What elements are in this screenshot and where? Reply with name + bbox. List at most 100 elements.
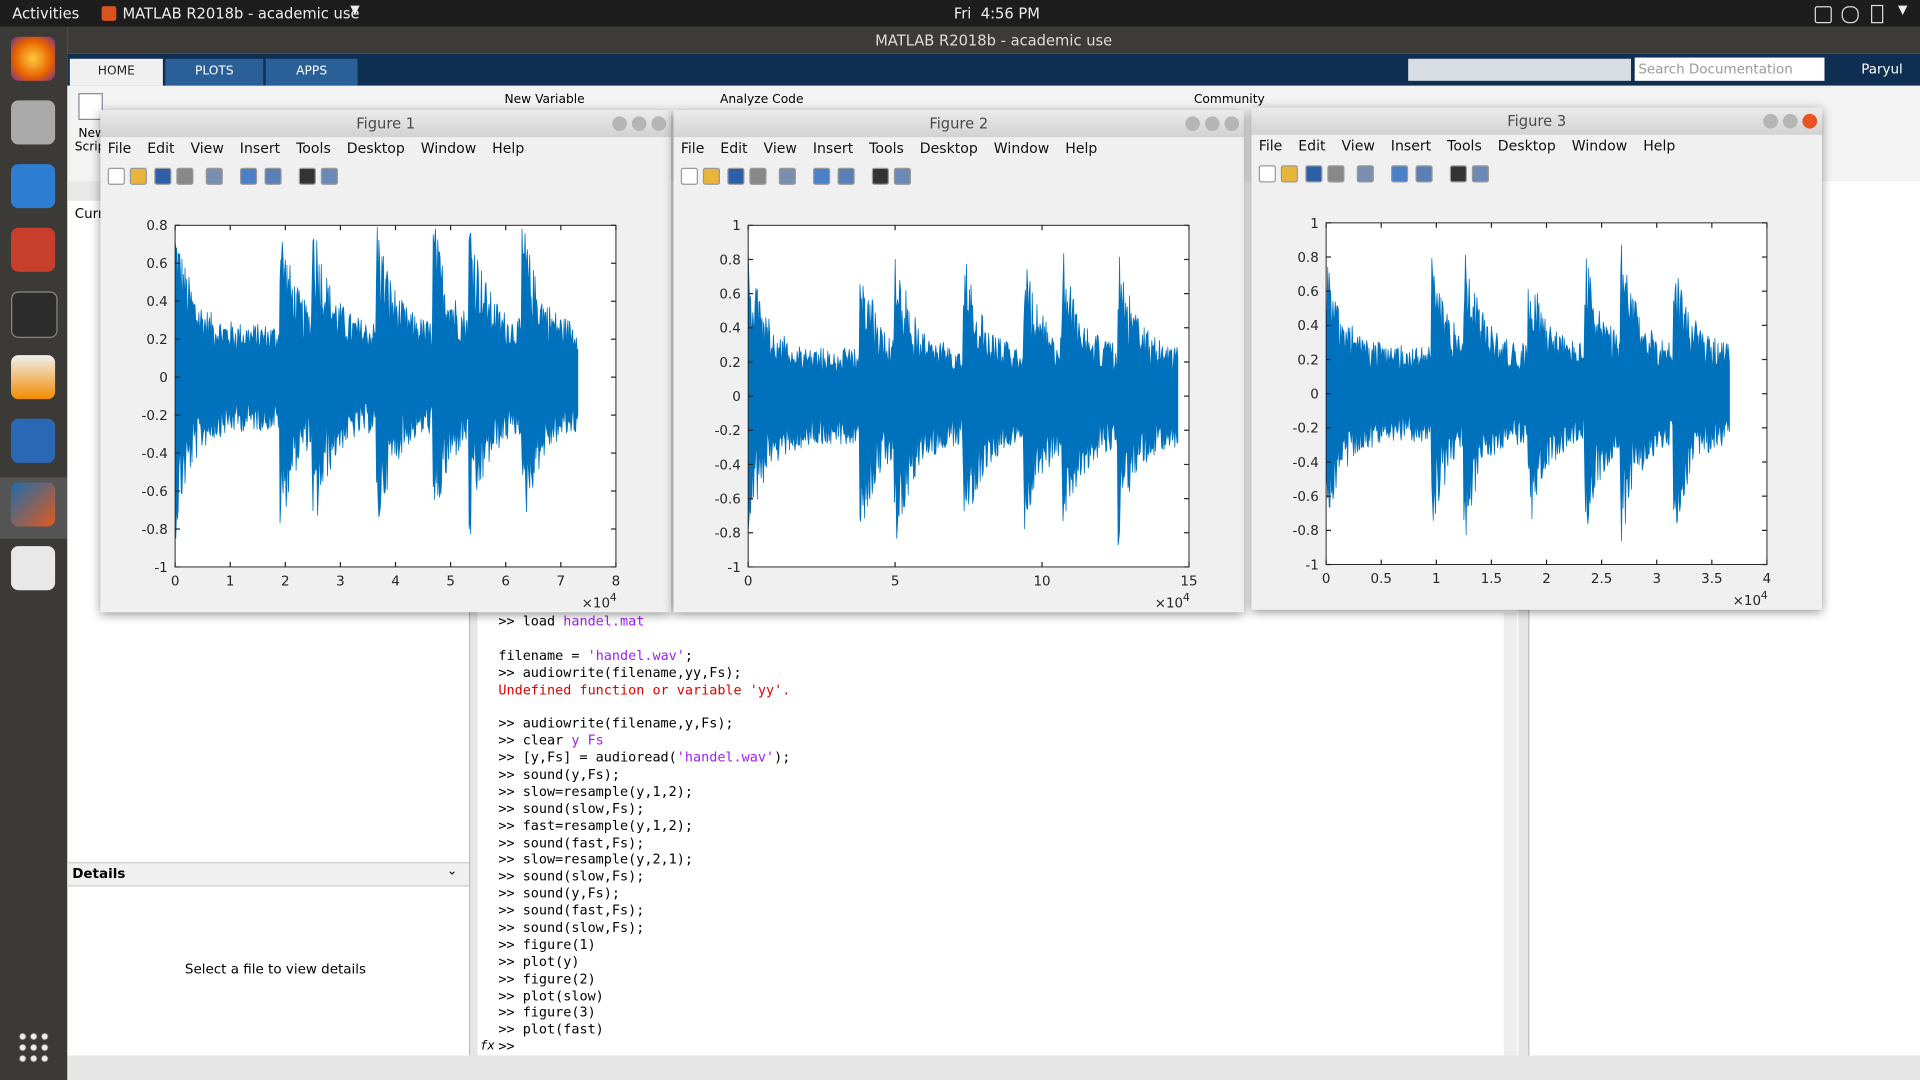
menu-item[interactable]: Help: [1643, 137, 1676, 155]
window-button[interactable]: [1204, 116, 1220, 132]
activities[interactable]: Activities: [12, 4, 80, 23]
battery-icon[interactable]: [1871, 4, 1884, 24]
community[interactable]: Community: [1193, 93, 1265, 107]
user-menu[interactable]: Paryul: [1861, 61, 1903, 78]
window-button[interactable]: [1224, 116, 1240, 132]
window-button[interactable]: [1782, 113, 1798, 129]
menu-item[interactable]: Desktop: [346, 139, 405, 157]
system-menu[interactable]: ▼: [1897, 3, 1908, 18]
menu-item[interactable]: Insert: [239, 139, 281, 157]
menu-item[interactable]: Tools: [869, 139, 904, 157]
app-menu-arrow[interactable]: ▼: [350, 3, 360, 18]
menu-item[interactable]: View: [1341, 137, 1375, 155]
figure-window[interactable]: Figure 3 File Edit View Insert Tools Desktop Wi…: [1251, 107, 1823, 610]
vscode-icon[interactable]: [11, 164, 56, 209]
tab[interactable]: HOME: [69, 58, 163, 86]
menu-item[interactable]: Tools: [296, 139, 331, 157]
menu-item[interactable]: Insert: [812, 139, 854, 157]
toolbar-button[interactable]: [107, 167, 125, 185]
matlab-icon[interactable]: [11, 482, 56, 527]
menu-item[interactable]: Window: [993, 139, 1050, 157]
toolbar-button[interactable]: [702, 167, 721, 185]
toolbar-button[interactable]: [298, 167, 316, 185]
toolbar-button[interactable]: [129, 167, 147, 185]
toolbar-button[interactable]: [1280, 165, 1298, 183]
toolbar-button[interactable]: [240, 167, 258, 185]
tab[interactable]: APPS: [265, 58, 358, 86]
firefox-icon[interactable]: [11, 36, 56, 81]
toolbar-button[interactable]: [1391, 165, 1409, 183]
new-script-icon[interactable]: [78, 93, 103, 121]
menu-item[interactable]: Window: [1571, 137, 1628, 155]
menu-item[interactable]: Edit: [1298, 137, 1326, 155]
quick-access-toolbar[interactable]: [1408, 58, 1632, 81]
toolbar-button[interactable]: [893, 167, 912, 185]
toolbar-button[interactable]: [320, 167, 338, 185]
toolbar-button[interactable]: [1305, 165, 1323, 183]
menu-item[interactable]: File: [107, 139, 132, 157]
menu-item[interactable]: View: [190, 139, 224, 157]
menu-item[interactable]: File: [1258, 137, 1283, 155]
menu-item[interactable]: Tools: [1447, 137, 1482, 155]
menu-item[interactable]: Help: [492, 139, 525, 157]
toolbar-button[interactable]: [680, 167, 698, 185]
toolbar-button[interactable]: [1327, 165, 1345, 183]
toolbar-button[interactable]: [1471, 165, 1489, 183]
toolbar-button[interactable]: [1356, 165, 1374, 183]
terminal-icon[interactable]: [11, 291, 58, 338]
menu-item[interactable]: Desktop: [1497, 137, 1556, 155]
menu-item[interactable]: View: [763, 139, 797, 157]
new-script[interactable]: Scrip: [74, 140, 106, 155]
tab[interactable]: PLOTS: [165, 58, 264, 86]
toolbar-button[interactable]: [871, 167, 889, 185]
command-text: >> figure(1): [498, 936, 596, 953]
menu-item[interactable]: Window: [420, 139, 477, 157]
search-box[interactable]: Search Documentation: [1634, 57, 1825, 81]
window-button[interactable]: [1763, 113, 1778, 129]
fx-icon[interactable]: fx: [480, 1039, 495, 1054]
clock[interactable]: Fri 4:56 PM: [953, 4, 1040, 23]
x-tick-label: 2.5: [1591, 572, 1612, 587]
collapse[interactable]: ⌄: [446, 864, 458, 878]
toolbar-button[interactable]: [176, 167, 194, 185]
volume-icon[interactable]: [1841, 6, 1859, 24]
toolbar-button[interactable]: [205, 167, 223, 185]
analyze-code[interactable]: Analyze Code: [720, 93, 804, 107]
app-menu[interactable]: MATLAB R2018b - academic use: [122, 4, 360, 23]
toolbar-button[interactable]: [749, 167, 767, 185]
details-header[interactable]: Details ⌄: [67, 862, 469, 887]
toolbar-button[interactable]: [1415, 165, 1433, 183]
settings-icon[interactable]: [11, 227, 56, 272]
menu-item[interactable]: Edit: [720, 139, 748, 157]
toolbar-button[interactable]: [727, 167, 745, 185]
vlc-icon[interactable]: [11, 355, 56, 400]
scrollbar[interactable]: [1503, 612, 1518, 1056]
figure-window[interactable]: Figure 2 File Edit View Insert Tools Desktop Wi…: [673, 110, 1245, 613]
new-script[interactable]: New: [78, 127, 106, 141]
window-button[interactable]: [1185, 116, 1201, 132]
menu-item[interactable]: Edit: [147, 139, 175, 157]
show-apps[interactable]: [17, 1031, 49, 1063]
network-icon[interactable]: [1814, 6, 1832, 24]
toolbar-button[interactable]: [154, 167, 172, 185]
toolbar-button[interactable]: [1258, 165, 1276, 183]
window-button[interactable]: [612, 116, 627, 132]
window-button[interactable]: [1802, 113, 1818, 129]
new-variable[interactable]: New Variable: [504, 93, 585, 107]
toolbar-button[interactable]: [813, 167, 831, 185]
figure-title: Figure 2: [673, 110, 1245, 138]
files-icon[interactable]: [11, 100, 56, 145]
window-button[interactable]: [631, 116, 647, 132]
menu-item[interactable]: Insert: [1390, 137, 1432, 155]
app-icon[interactable]: [11, 546, 56, 591]
writer-icon[interactable]: [11, 418, 56, 463]
window-button[interactable]: [651, 116, 667, 132]
menu-item[interactable]: Desktop: [919, 139, 978, 157]
toolbar-button[interactable]: [264, 167, 282, 185]
menu-item[interactable]: File: [680, 139, 705, 157]
toolbar-button[interactable]: [778, 167, 796, 185]
toolbar-button[interactable]: [837, 167, 855, 185]
menu-item[interactable]: Help: [1065, 139, 1098, 157]
toolbar-button[interactable]: [1449, 165, 1467, 183]
figure-window[interactable]: Figure 1 File Edit View Insert Tools Desktop Wi…: [100, 110, 672, 613]
